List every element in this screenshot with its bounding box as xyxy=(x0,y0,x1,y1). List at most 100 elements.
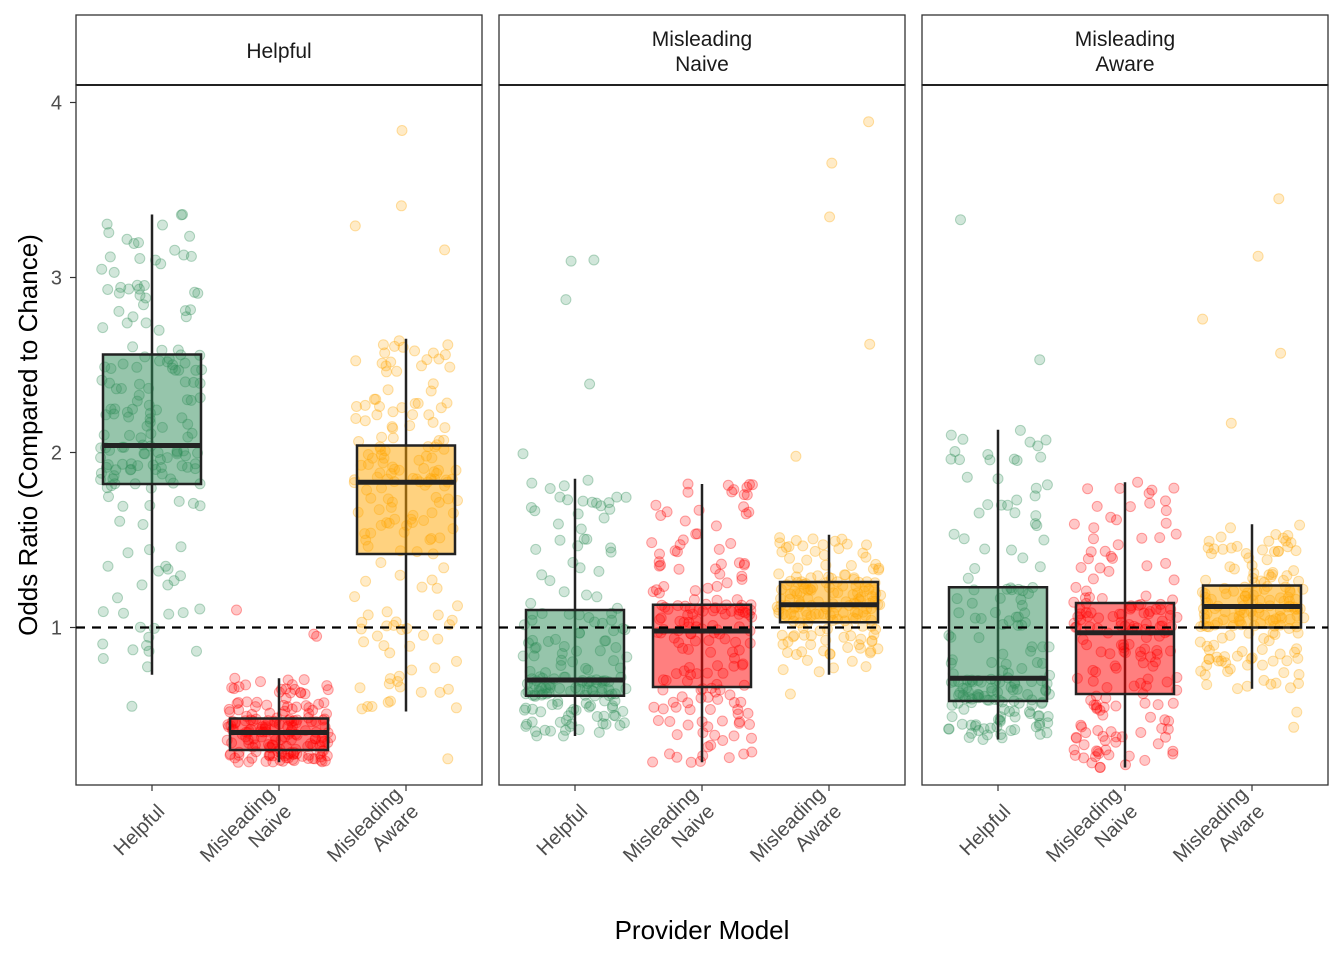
data-point xyxy=(169,244,181,256)
data-point xyxy=(451,655,462,667)
data-point xyxy=(609,710,621,722)
data-point xyxy=(423,409,435,421)
data-point xyxy=(591,591,603,603)
data-point xyxy=(605,542,617,554)
data-point xyxy=(1041,727,1053,739)
data-point xyxy=(315,754,327,766)
data-point xyxy=(442,753,454,765)
data-point xyxy=(840,569,851,581)
data-point xyxy=(229,672,241,684)
data-point xyxy=(554,534,566,546)
data-point xyxy=(1094,562,1106,574)
data-point xyxy=(1008,453,1020,465)
data-point xyxy=(415,686,427,698)
data-point xyxy=(1167,697,1179,709)
data-point xyxy=(870,623,882,635)
data-point xyxy=(973,507,985,519)
data-point xyxy=(1256,644,1268,655)
data-point xyxy=(243,756,255,768)
data-point xyxy=(295,687,306,698)
data-point xyxy=(1159,714,1171,726)
data-point xyxy=(1258,633,1270,644)
data-point xyxy=(1082,483,1094,495)
data-point xyxy=(409,345,421,357)
data-point xyxy=(1201,679,1213,691)
data-point xyxy=(438,562,450,574)
data-point xyxy=(140,292,152,304)
data-point xyxy=(746,732,757,744)
data-point xyxy=(138,280,150,291)
data-point xyxy=(360,575,372,587)
data-point xyxy=(647,586,659,598)
data-point xyxy=(1094,761,1106,773)
data-point xyxy=(233,704,245,716)
data-point xyxy=(1263,535,1275,547)
data-point xyxy=(682,486,694,498)
data-point xyxy=(673,563,685,575)
data-point xyxy=(519,704,530,716)
data-point xyxy=(1088,699,1100,711)
data-point xyxy=(1097,730,1109,742)
data-point xyxy=(868,629,880,641)
data-point xyxy=(194,603,206,615)
data-point xyxy=(1135,727,1147,738)
data-point xyxy=(732,708,744,720)
data-point xyxy=(1201,640,1213,652)
data-point xyxy=(141,640,152,651)
data-point xyxy=(784,688,796,700)
data-point xyxy=(1040,434,1052,446)
data-point xyxy=(945,453,957,465)
data-point xyxy=(1291,706,1303,718)
data-point xyxy=(1080,585,1092,597)
data-point xyxy=(362,609,374,621)
data-point xyxy=(544,575,556,587)
data-point xyxy=(1098,701,1110,713)
data-point xyxy=(605,546,617,558)
data-point xyxy=(1280,535,1292,547)
data-point xyxy=(783,541,795,553)
data-point xyxy=(1011,455,1023,466)
data-point xyxy=(732,704,744,715)
data-point xyxy=(525,597,537,609)
data-point xyxy=(102,284,114,295)
data-point xyxy=(970,719,982,731)
data-point xyxy=(792,562,804,574)
data-point xyxy=(738,501,750,513)
data-point xyxy=(526,716,538,728)
data-point xyxy=(1282,530,1294,541)
data-point xyxy=(299,688,311,700)
facet-title: Helpful xyxy=(246,40,311,63)
data-point xyxy=(1006,544,1017,556)
data-point xyxy=(836,533,848,545)
data-point xyxy=(969,563,981,574)
data-point xyxy=(1219,651,1231,663)
data-point xyxy=(1225,522,1236,534)
data-point xyxy=(386,421,398,433)
data-point xyxy=(870,558,882,570)
data-point xyxy=(1203,653,1215,665)
data-point xyxy=(1103,749,1115,761)
data-point xyxy=(728,730,740,742)
data-point xyxy=(391,365,403,377)
data-point xyxy=(1205,548,1217,560)
data-point xyxy=(798,629,810,641)
data-point xyxy=(580,697,592,709)
data-point xyxy=(300,700,312,712)
data-point xyxy=(1105,511,1117,523)
data-point xyxy=(185,304,196,316)
data-point xyxy=(955,214,966,226)
data-point xyxy=(180,311,192,323)
data-point xyxy=(702,582,714,594)
data-point xyxy=(797,540,809,552)
data-point xyxy=(1293,669,1305,680)
data-point xyxy=(121,317,133,329)
data-point xyxy=(1030,721,1042,733)
data-point xyxy=(366,701,378,712)
data-point xyxy=(97,322,109,334)
data-point xyxy=(97,638,109,650)
data-point xyxy=(539,724,551,736)
data-point xyxy=(157,219,168,231)
data-point xyxy=(1097,709,1109,721)
data-point xyxy=(416,581,428,593)
